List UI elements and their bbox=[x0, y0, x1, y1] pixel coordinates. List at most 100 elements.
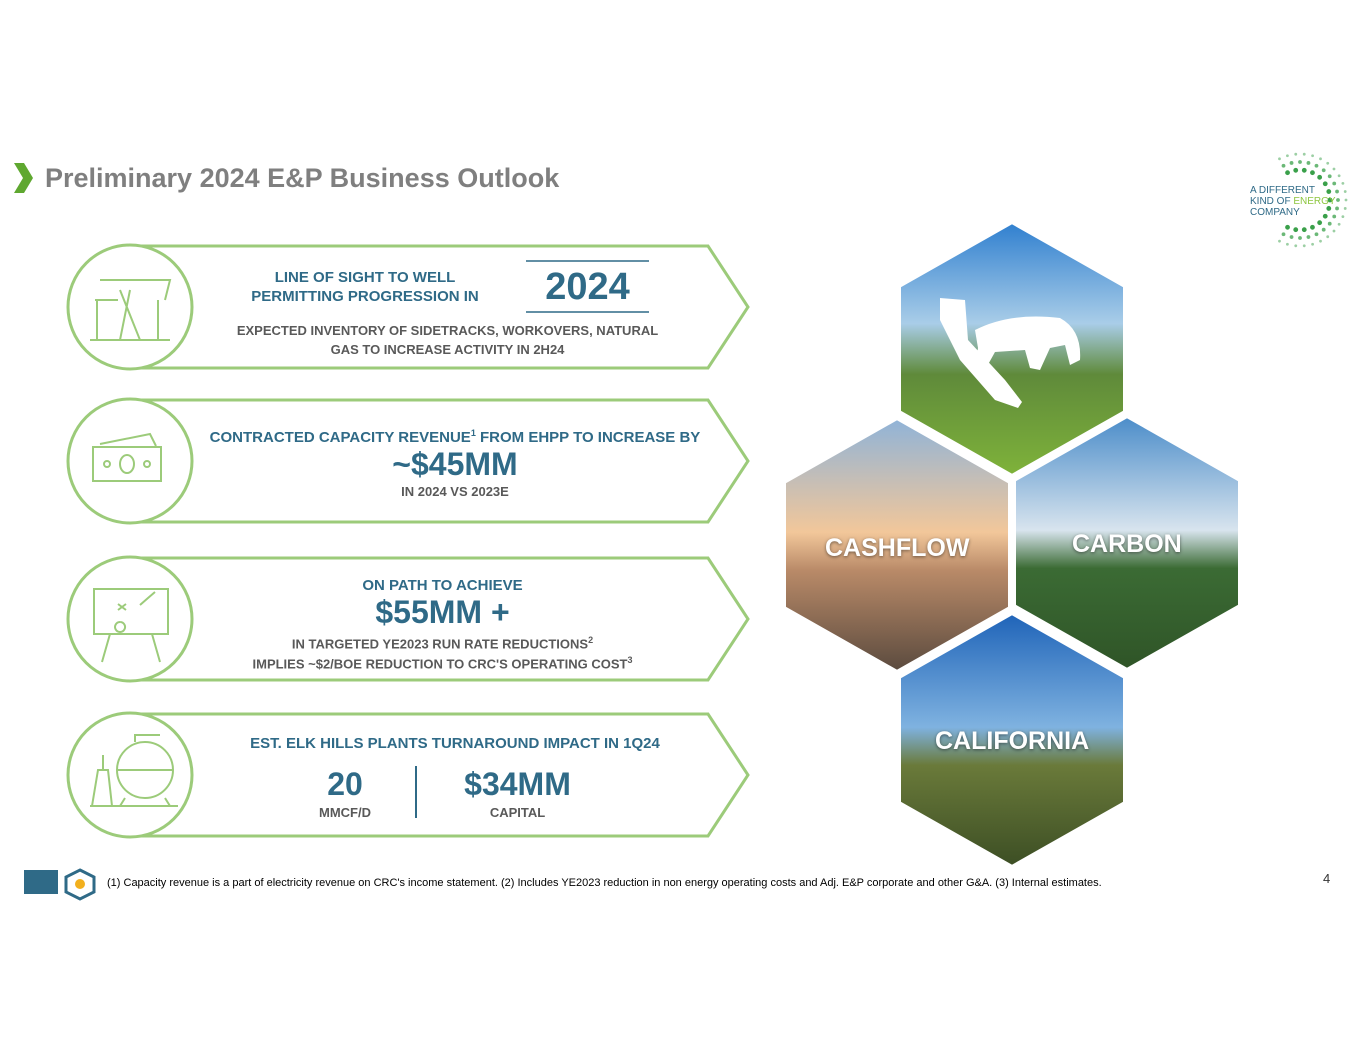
footer-logo bbox=[75, 879, 85, 889]
logo-dot bbox=[1278, 239, 1281, 243]
logo-dot bbox=[1321, 168, 1326, 173]
logo-dot bbox=[1310, 224, 1315, 230]
detail: EXPECTED INVENTORY OF SIDETRACKS, WORKOV… bbox=[200, 321, 695, 359]
stat: 20 bbox=[327, 766, 363, 802]
hexagon-label: CARBON bbox=[1072, 530, 1182, 558]
logo-dot bbox=[1289, 161, 1294, 165]
line: IN TARGETED YE2023 RUN RATE REDUCTIONS2 bbox=[195, 632, 690, 652]
logo-dot bbox=[1301, 227, 1307, 233]
icons bbox=[90, 279, 178, 807]
card-heading: ON PATH TO ACHIEVE bbox=[362, 577, 523, 594]
title-chevron bbox=[14, 163, 33, 193]
sub: IN TARGETED YE2023 RUN RATE REDUCTIONS2 … bbox=[195, 632, 690, 673]
line: IMPLIES ~$2/BOE REDUCTION TO CRC'S OPERA… bbox=[195, 652, 690, 672]
logo-dot bbox=[1326, 235, 1330, 239]
logo-dot bbox=[1293, 167, 1299, 173]
logo-dot bbox=[1332, 167, 1336, 171]
logo-dot bbox=[1332, 229, 1336, 233]
line: PERMITTING PROGRESSION IN bbox=[251, 288, 479, 305]
logo-word: ENERGY bbox=[1293, 196, 1336, 207]
big-number: ~$45MM bbox=[392, 446, 518, 482]
stat-label: MMCF/D bbox=[319, 805, 371, 820]
logo-dot bbox=[1332, 214, 1337, 219]
logo-dot bbox=[1306, 161, 1311, 165]
logo-dot bbox=[1311, 242, 1314, 246]
logo-dot bbox=[1281, 163, 1286, 168]
logo-dot bbox=[1343, 190, 1347, 193]
stat-label: CAPITAL bbox=[489, 805, 546, 820]
footnote: (1) Capacity revenue is a part of electr… bbox=[107, 877, 1102, 889]
sup: 3 bbox=[627, 655, 633, 666]
logo-dot bbox=[1327, 174, 1332, 179]
sup: 2 bbox=[588, 635, 594, 645]
card-heading: CONTRACTED CAPACITY REVENUE1 FROM EHPP T… bbox=[195, 428, 715, 446]
california-bear-mark bbox=[940, 298, 1081, 408]
text: CONTRACTED CAPACITY REVENUE bbox=[209, 429, 471, 446]
logo-dot bbox=[1286, 242, 1289, 246]
logo-dot bbox=[1298, 160, 1302, 164]
logo-dot bbox=[1336, 198, 1340, 202]
page-number: 4 bbox=[1323, 871, 1331, 886]
logo-dot bbox=[1326, 189, 1332, 194]
logo-dot bbox=[1321, 227, 1326, 232]
logo-dot bbox=[1285, 170, 1290, 176]
logo-dot bbox=[1294, 152, 1298, 156]
logo-dot bbox=[1289, 235, 1294, 239]
logo-dot bbox=[1317, 174, 1323, 180]
logo-dot bbox=[1302, 244, 1306, 248]
logo-dot bbox=[1314, 163, 1319, 168]
card-heading: EST. ELK HILLS PLANTS TURNAROUND IMPACT … bbox=[250, 735, 660, 752]
icon-circles bbox=[66, 243, 194, 839]
cards bbox=[130, 244, 750, 838]
logo-dot bbox=[1326, 161, 1330, 165]
logo-dot bbox=[1293, 227, 1299, 233]
logo-text: A DIFFERENT KIND OF ENERGY COMPANY bbox=[1250, 185, 1336, 218]
logo-dot bbox=[1322, 213, 1328, 219]
logo-line: A DIFFERENT bbox=[1250, 185, 1316, 196]
logo-dot bbox=[1341, 181, 1345, 185]
logo-dots bbox=[1278, 152, 1348, 248]
text: IN TARGETED YE2023 RUN RATE REDUCTIONS bbox=[291, 636, 589, 652]
logo-dot bbox=[1337, 174, 1341, 178]
logo-dot bbox=[1332, 181, 1337, 186]
hexagon-label: CALIFORNIA bbox=[935, 727, 1090, 755]
line: LINE OF SIGHT TO WELL bbox=[274, 269, 456, 286]
logo-dot bbox=[1281, 232, 1286, 237]
logo-dot bbox=[1317, 220, 1323, 226]
logo-dot bbox=[1306, 235, 1311, 239]
logo-dot bbox=[1298, 236, 1302, 240]
logo-dot bbox=[1327, 197, 1333, 203]
highlight: 2024 bbox=[545, 266, 630, 308]
text: FROM EHPP TO INCREASE BY bbox=[475, 429, 701, 446]
stat: $34MM bbox=[464, 766, 571, 802]
sub: IN 2024 VS 2023E bbox=[401, 484, 509, 499]
logo-dot bbox=[1286, 154, 1289, 158]
logo-dot bbox=[1337, 222, 1341, 226]
footer-logo bbox=[64, 868, 96, 901]
logo-dot bbox=[1319, 157, 1322, 161]
logo-dot bbox=[1311, 154, 1314, 158]
logo-line: KIND OF ENERGY bbox=[1250, 196, 1336, 207]
logo-word: KIND OF bbox=[1250, 196, 1294, 207]
logo-dot bbox=[1343, 207, 1347, 210]
logo-dot bbox=[1310, 170, 1315, 176]
logo-dot bbox=[1326, 206, 1332, 211]
hexagon-label: CASHFLOW bbox=[825, 534, 970, 562]
logo-dot bbox=[1335, 206, 1339, 211]
logo-dot bbox=[1344, 198, 1348, 202]
line: EXPECTED INVENTORY OF SIDETRACKS, WORKOV… bbox=[236, 323, 659, 338]
logo-dot bbox=[1319, 239, 1322, 243]
title: Preliminary 2024 E&P Business Outlook bbox=[45, 163, 560, 193]
logo-dot bbox=[1341, 215, 1345, 219]
logo-dot bbox=[1285, 224, 1290, 230]
logo-dot bbox=[1322, 181, 1328, 187]
footer-logo bbox=[24, 870, 58, 894]
logo-dot bbox=[1302, 152, 1306, 156]
logo-dot bbox=[1314, 232, 1319, 237]
logo-dot bbox=[1294, 244, 1298, 248]
logo-dot bbox=[1327, 221, 1332, 226]
line: GAS TO INCREASE ACTIVITY IN 2H24 bbox=[330, 342, 565, 357]
card-heading: LINE OF SIGHT TO WELL PERMITTING PROGRESS… bbox=[240, 268, 490, 306]
